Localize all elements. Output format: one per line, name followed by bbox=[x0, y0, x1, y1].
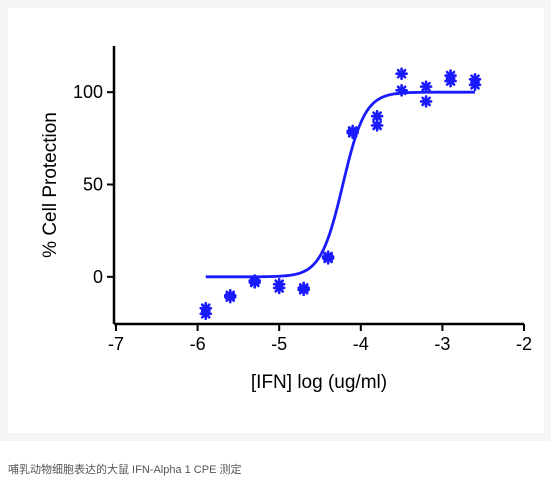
data-point bbox=[223, 290, 237, 304]
axes: -7 -6 -5 -4 -3 -2 0 50 100 bbox=[73, 46, 532, 354]
data-point bbox=[444, 74, 457, 88]
chart-area: -7 -6 -5 -4 -3 -2 0 50 100 [IFN] log (ug/ml) % C… bbox=[8, 8, 544, 433]
data-point bbox=[321, 250, 335, 263]
y-tick-label: 100 bbox=[73, 82, 103, 102]
data-point bbox=[395, 67, 408, 80]
data-point bbox=[370, 109, 384, 123]
data-point bbox=[419, 95, 433, 108]
figure-panel: -7 -6 -5 -4 -3 -2 0 50 100 [IFN] log (ug/ml) % C… bbox=[8, 8, 544, 433]
data-point bbox=[370, 119, 384, 132]
x-axis-label: [IFN] log (ug/ml) bbox=[251, 372, 387, 393]
dose-response-chart: -7 -6 -5 -4 -3 -2 0 50 100 [IFN] log (ug/ml) % C… bbox=[40, 46, 532, 393]
data-point bbox=[468, 78, 482, 92]
y-tick-label: 0 bbox=[93, 267, 103, 287]
fit-curve-layer bbox=[205, 90, 476, 279]
data-point bbox=[395, 84, 408, 97]
data-point bbox=[199, 307, 213, 321]
data-point bbox=[248, 276, 262, 289]
data-points-layer bbox=[199, 67, 482, 321]
fit-curve-line bbox=[205, 90, 476, 279]
x-tick-label: -5 bbox=[271, 334, 287, 354]
figure-caption: 哺乳动物细胞表达的大鼠 IFN-Alpha 1 CPE 测定 bbox=[8, 464, 242, 476]
x-tick-label: -6 bbox=[190, 334, 206, 354]
y-tick-label: 50 bbox=[83, 175, 103, 195]
x-tick-label: -3 bbox=[434, 334, 450, 354]
data-point bbox=[346, 124, 359, 138]
data-point bbox=[419, 80, 433, 93]
x-tick-label: -2 bbox=[516, 334, 532, 354]
x-tick-label: -4 bbox=[353, 334, 369, 354]
data-point bbox=[297, 283, 310, 297]
data-point bbox=[272, 281, 286, 295]
x-tick-label: -7 bbox=[108, 334, 124, 354]
y-axis-label: % Cell Protection bbox=[40, 112, 61, 258]
